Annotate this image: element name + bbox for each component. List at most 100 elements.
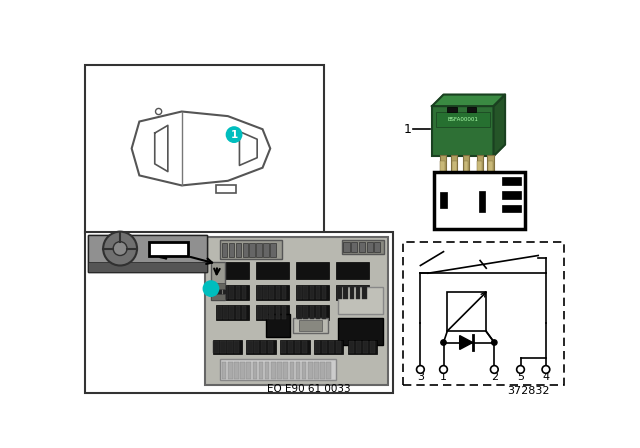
Bar (228, 243, 234, 257)
Text: K36: K36 (154, 242, 184, 256)
Bar (477, 161, 482, 172)
Bar (265, 362, 269, 379)
Bar (211, 294, 225, 300)
Bar (432, 106, 493, 156)
Bar (216, 185, 236, 193)
Bar (322, 306, 326, 319)
Bar (303, 306, 308, 319)
Circle shape (113, 241, 127, 255)
Bar (277, 362, 282, 379)
Bar (247, 341, 253, 353)
Bar (213, 341, 219, 353)
Bar (230, 306, 234, 319)
Bar (205, 237, 388, 385)
Bar (314, 340, 344, 354)
Bar (282, 285, 287, 299)
Text: 5: 5 (517, 372, 524, 382)
Bar (266, 314, 289, 337)
Polygon shape (460, 336, 473, 349)
Circle shape (441, 340, 446, 345)
Bar (502, 191, 521, 198)
Bar (276, 285, 280, 299)
Bar (326, 362, 331, 379)
Circle shape (417, 366, 424, 373)
Circle shape (204, 281, 219, 296)
Bar (220, 359, 336, 380)
Bar (337, 263, 369, 280)
Bar (502, 177, 521, 185)
Bar (221, 362, 227, 379)
Bar (302, 362, 307, 379)
Bar (362, 285, 367, 299)
Text: BSFA00001: BSFA00001 (447, 117, 478, 122)
Bar (342, 240, 384, 254)
Text: 372832: 372832 (507, 386, 550, 396)
Bar (268, 341, 273, 353)
Bar (296, 305, 329, 320)
Bar (322, 341, 327, 353)
Text: 1: 1 (440, 372, 447, 382)
Bar (447, 293, 486, 331)
Bar (344, 285, 348, 299)
Bar (337, 285, 342, 299)
Text: 5: 5 (490, 198, 497, 207)
Text: 1: 1 (230, 129, 237, 140)
Bar (284, 362, 288, 379)
Bar (374, 241, 380, 252)
Bar (236, 285, 240, 299)
Bar (308, 362, 312, 379)
Text: 1: 1 (493, 176, 500, 186)
Bar (336, 341, 341, 353)
Bar (254, 341, 259, 353)
Text: EO E90 61 0033: EO E90 61 0033 (267, 384, 351, 395)
Bar (316, 285, 320, 299)
Bar (88, 235, 207, 271)
Bar (223, 285, 228, 299)
Circle shape (156, 108, 162, 115)
Bar (211, 283, 225, 289)
Bar (228, 362, 232, 379)
Bar (488, 161, 493, 172)
Bar (320, 362, 325, 379)
Bar (246, 362, 251, 379)
Bar (217, 285, 221, 299)
Bar (234, 362, 239, 379)
Bar (435, 172, 525, 229)
Circle shape (490, 366, 498, 373)
Bar (242, 285, 246, 299)
Bar (269, 306, 274, 319)
Bar (348, 340, 378, 354)
Bar (221, 243, 227, 257)
Bar (257, 263, 289, 280)
Text: 2: 2 (493, 203, 500, 214)
Bar (88, 235, 207, 271)
Bar (212, 340, 242, 354)
Bar (299, 320, 322, 331)
Bar (452, 161, 456, 172)
Bar (502, 205, 521, 212)
Text: 1: 1 (207, 284, 214, 293)
Bar (280, 340, 310, 354)
Circle shape (227, 127, 242, 142)
Bar (296, 263, 329, 280)
Bar (223, 306, 228, 319)
Bar (257, 305, 289, 320)
Bar (257, 306, 262, 319)
Bar (236, 243, 241, 257)
Bar (310, 306, 314, 319)
Bar (310, 285, 314, 299)
Bar (257, 243, 262, 257)
Bar (451, 155, 458, 172)
Bar (440, 192, 447, 208)
Circle shape (440, 366, 447, 373)
Bar (227, 341, 232, 353)
Polygon shape (493, 95, 505, 156)
Bar (216, 285, 249, 300)
Bar (315, 341, 320, 353)
Bar (295, 341, 300, 353)
Bar (220, 240, 282, 258)
Bar (359, 241, 365, 252)
Bar (269, 285, 274, 299)
Text: 3: 3 (451, 196, 458, 206)
Bar (253, 362, 257, 379)
